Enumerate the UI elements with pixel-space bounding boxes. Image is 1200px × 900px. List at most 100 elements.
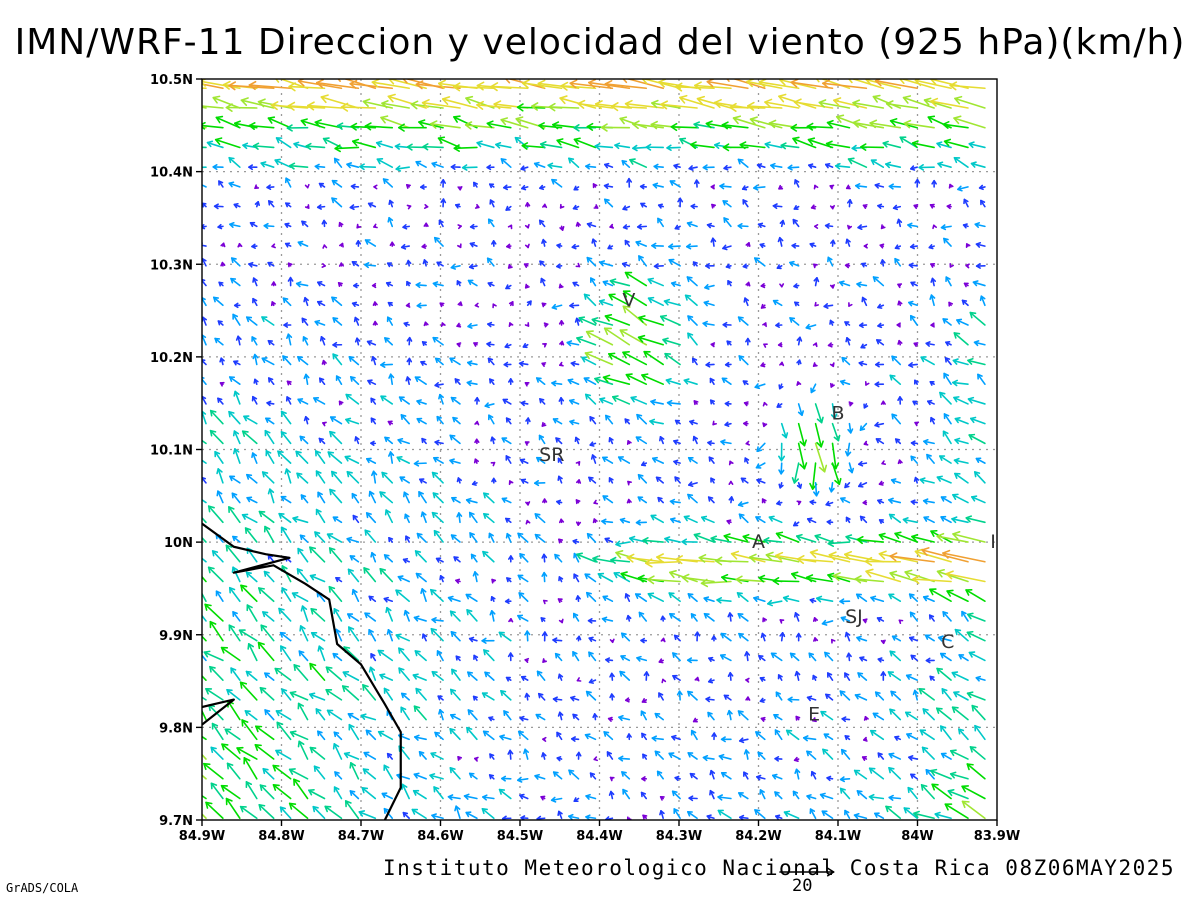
wind-arrow bbox=[882, 140, 902, 149]
wind-arrow bbox=[297, 547, 309, 563]
wind-arrow bbox=[218, 180, 224, 188]
wind-arrow bbox=[249, 221, 258, 228]
wind-arrow bbox=[404, 535, 411, 543]
wind-arrow bbox=[287, 276, 294, 287]
wind-arrow bbox=[738, 792, 749, 800]
wind-arrow bbox=[395, 165, 410, 172]
wind-arrow bbox=[209, 665, 224, 681]
wind-arrow bbox=[535, 713, 546, 721]
wind-arrow bbox=[558, 283, 564, 289]
wind-arrow bbox=[308, 789, 326, 800]
wind-arrow bbox=[605, 414, 614, 425]
wind-arrow bbox=[473, 654, 479, 662]
wind-arrow bbox=[839, 776, 851, 783]
wind-arrow bbox=[332, 353, 343, 366]
wind-arrow bbox=[572, 538, 580, 545]
wind-arrow bbox=[674, 775, 681, 782]
wind-arrow bbox=[246, 604, 258, 622]
wind-arrow bbox=[501, 497, 512, 504]
wind-arrow bbox=[450, 631, 461, 642]
wind-arrow bbox=[839, 598, 851, 605]
wind-arrow bbox=[919, 477, 935, 484]
wind-arrow bbox=[857, 224, 868, 231]
wind-arrow bbox=[364, 239, 377, 247]
wind-arrow bbox=[474, 396, 480, 405]
wind-arrow bbox=[860, 143, 885, 151]
wind-arrow bbox=[814, 403, 824, 424]
wind-arrow bbox=[241, 430, 258, 445]
wind-arrow bbox=[745, 696, 751, 701]
wind-arrow bbox=[908, 300, 918, 307]
wind-arrow bbox=[557, 475, 563, 484]
wind-arrow bbox=[455, 655, 461, 662]
wind-arrow bbox=[287, 101, 326, 111]
wind-arrow bbox=[520, 165, 529, 171]
wind-arrow bbox=[420, 588, 427, 603]
wind-arrow bbox=[586, 591, 597, 603]
wind-arrow bbox=[318, 437, 326, 445]
wind-arrow bbox=[945, 570, 986, 583]
wind-arrow bbox=[645, 143, 664, 151]
wind-arrow bbox=[217, 397, 224, 405]
wind-arrow bbox=[522, 343, 529, 349]
wind-arrow bbox=[578, 316, 597, 326]
wind-arrow bbox=[412, 789, 427, 800]
wind-arrow bbox=[349, 761, 360, 780]
wind-arrow bbox=[942, 318, 952, 326]
wind-arrow bbox=[583, 377, 597, 385]
wind-arrow bbox=[575, 479, 582, 484]
wind-arrow bbox=[433, 456, 444, 464]
wind-arrow bbox=[848, 462, 855, 474]
wind-arrow bbox=[259, 784, 275, 800]
wind-arrow bbox=[724, 421, 732, 427]
wind-arrow bbox=[352, 514, 360, 524]
wind-arrow bbox=[668, 243, 681, 250]
wind-arrow bbox=[588, 79, 631, 90]
wind-arrow bbox=[244, 527, 258, 543]
wind-arrow bbox=[452, 416, 461, 425]
wind-arrow bbox=[366, 340, 377, 346]
wind-arrow bbox=[791, 462, 800, 484]
wind-arrow bbox=[841, 356, 851, 366]
wind-arrow bbox=[387, 420, 394, 426]
wind-arrow bbox=[297, 240, 309, 247]
wind-arrow bbox=[568, 157, 580, 168]
wind-arrow bbox=[727, 280, 733, 287]
wind-arrow bbox=[707, 440, 715, 446]
wind-arrow bbox=[525, 519, 531, 525]
wind-arrow bbox=[848, 302, 853, 307]
wind-arrow bbox=[341, 685, 360, 701]
wind-arrow bbox=[720, 632, 732, 642]
wind-arrow bbox=[524, 322, 530, 327]
wind-arrow bbox=[745, 337, 751, 346]
wind-arrow bbox=[467, 671, 478, 681]
wind-arrow bbox=[271, 281, 277, 287]
wind-arrow bbox=[717, 794, 732, 801]
wind-arrow bbox=[722, 321, 732, 328]
wind-arrow bbox=[421, 437, 427, 445]
wind-arrow bbox=[371, 79, 410, 90]
wind-arrow bbox=[296, 472, 309, 484]
wind-arrow bbox=[505, 532, 512, 543]
wind-arrow bbox=[863, 715, 869, 721]
wind-arrow bbox=[217, 223, 224, 230]
wind-arrow bbox=[948, 183, 954, 189]
wind-arrow bbox=[808, 163, 817, 169]
wind-arrow bbox=[954, 417, 969, 425]
wind-arrow bbox=[524, 202, 531, 208]
wind-arrow bbox=[929, 203, 935, 209]
wind-arrow bbox=[599, 260, 614, 267]
wind-arrow bbox=[720, 771, 732, 780]
wind-arrow bbox=[754, 257, 766, 267]
wind-arrow bbox=[412, 673, 427, 681]
wind-arrow bbox=[543, 599, 548, 605]
wind-arrow bbox=[216, 468, 224, 484]
wind-arrow bbox=[359, 163, 377, 171]
wind-arrow bbox=[603, 183, 614, 190]
wind-arrow bbox=[711, 203, 716, 209]
wind-arrow bbox=[576, 635, 582, 642]
wind-arrow bbox=[810, 383, 817, 394]
wind-arrow bbox=[738, 737, 749, 744]
wind-arrow bbox=[912, 400, 918, 406]
